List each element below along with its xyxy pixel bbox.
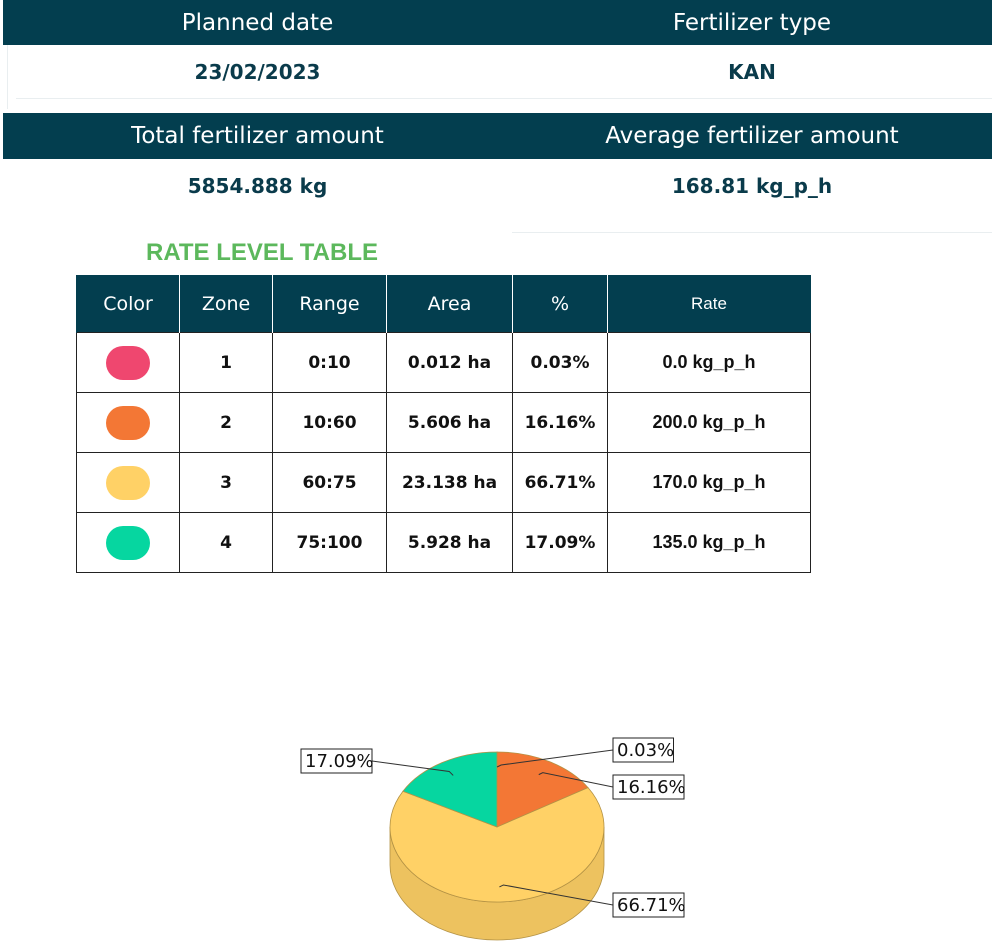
pie-label-box <box>612 774 685 800</box>
color-swatch <box>106 465 150 500</box>
rate-cell: 170.0 kg_p_h <box>607 452 811 513</box>
pie-leader-line <box>496 749 614 768</box>
zone-cell: 4 <box>179 512 273 573</box>
percent-cell: 16.16% <box>512 392 608 453</box>
header-color: Color <box>76 275 180 333</box>
rate-level-table: Color Zone Range Area % Rate 1 0:10 0.01… <box>76 275 811 573</box>
divider <box>16 98 992 99</box>
color-swatch <box>106 405 150 440</box>
total-amount-value: 5854.888 kg <box>3 159 512 213</box>
table-header-row: Color Zone Range Area % Rate <box>76 275 811 333</box>
pie-label-box <box>612 737 674 763</box>
header-area: Area <box>386 275 513 333</box>
pie-label: 66.71% <box>617 895 686 916</box>
pie-leader-line <box>371 760 454 776</box>
average-amount-header: Average fertilizer amount <box>512 113 992 159</box>
area-cell: 5.606 ha <box>386 392 513 453</box>
zone-cell: 3 <box>179 452 273 513</box>
color-cell <box>76 512 180 573</box>
table-row: 2 10:60 5.606 ha 16.16% 200.0 kg_p_h <box>76 392 811 453</box>
pie-label-box <box>612 892 685 918</box>
fertilizer-type-value: KAN <box>512 45 992 99</box>
color-swatch <box>106 345 150 380</box>
rate-table-title: RATE LEVEL TABLE <box>146 239 379 266</box>
planned-date-text: 23/02/2023 <box>194 60 321 84</box>
fertilizer-type-label: Fertilizer type <box>672 9 832 36</box>
average-amount-label: Average fertilizer amount <box>605 123 899 149</box>
header-range: Range <box>272 275 387 333</box>
fertilizer-type-text: KAN <box>728 60 776 84</box>
fertilizer-type-header: Fertilizer type <box>512 0 992 45</box>
pie-slice <box>389 787 605 903</box>
rate-cell: 135.0 kg_p_h <box>607 512 811 573</box>
pie-label: 0.03% <box>617 740 674 761</box>
average-amount-value: 168.81 kg_p_h <box>512 159 992 213</box>
color-cell <box>76 452 180 513</box>
pie-label: 16.16% <box>617 777 686 798</box>
divider <box>7 45 8 109</box>
pie-leader-line <box>499 884 614 906</box>
total-amount-header: Total fertilizer amount <box>3 113 512 159</box>
area-cell: 23.138 ha <box>386 452 513 513</box>
header-rate: Rate <box>607 275 811 333</box>
pie-slice <box>496 751 589 828</box>
rate-cell: 200.0 kg_p_h <box>607 392 811 453</box>
table-row: 3 60:75 23.138 ha 66.71% 170.0 kg_p_h <box>76 452 811 513</box>
header-zone: Zone <box>179 275 273 333</box>
color-cell <box>76 392 180 453</box>
planned-date-header: Planned date <box>3 0 512 45</box>
divider <box>512 232 992 233</box>
average-amount-text: 168.81 kg_p_h <box>671 174 833 198</box>
total-amount-text: 5854.888 kg <box>187 174 328 198</box>
area-cell: 5.928 ha <box>386 512 513 573</box>
header-percent: % <box>512 275 608 333</box>
pie-leader-line <box>538 772 614 788</box>
pie-label: 17.09% <box>305 751 374 772</box>
pie-slice <box>402 751 498 828</box>
planned-date-label: Planned date <box>181 9 334 36</box>
percent-cell: 17.09% <box>512 512 608 573</box>
range-cell: 75:100 <box>272 512 387 573</box>
color-swatch <box>106 525 150 560</box>
table-row: 4 75:100 5.928 ha 17.09% 135.0 kg_p_h <box>76 512 811 573</box>
table-row: 1 0:10 0.012 ha 0.03% 0.0 kg_p_h <box>76 332 811 393</box>
rate-cell: 0.0 kg_p_h <box>607 332 811 393</box>
color-cell <box>76 332 180 393</box>
pie-label-box <box>300 748 373 774</box>
range-cell: 60:75 <box>272 452 387 513</box>
percent-cell: 0.03% <box>512 332 608 393</box>
total-amount-label: Total fertilizer amount <box>131 123 384 149</box>
planned-date-value: 23/02/2023 <box>3 45 512 99</box>
